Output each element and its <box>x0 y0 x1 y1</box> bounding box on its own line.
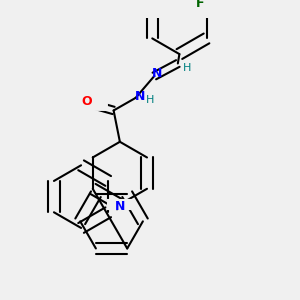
Text: H: H <box>183 63 191 73</box>
Text: N: N <box>115 200 125 212</box>
Text: O: O <box>82 94 92 108</box>
Text: N: N <box>135 90 146 103</box>
Text: F: F <box>196 0 205 11</box>
Text: N: N <box>152 67 162 80</box>
Text: H: H <box>146 95 154 105</box>
